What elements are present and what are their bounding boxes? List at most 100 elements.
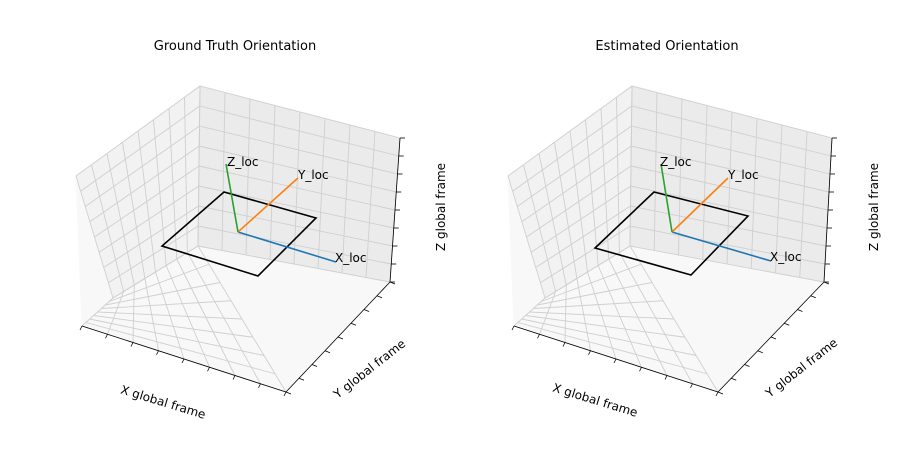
grid-line [629,245,719,393]
grid-line [585,119,599,266]
grid-line [507,85,633,177]
grid-line [618,252,693,384]
tick-mark [757,350,763,354]
grid-line [199,125,398,175]
grid-line [80,105,201,192]
vector-label-y: Y_loc [727,168,759,182]
grid-line [365,131,376,278]
tick-mark [156,350,159,355]
grid-line [516,125,632,207]
grid-line [176,258,236,376]
grid-line [197,85,201,247]
x-axis-label: X global frame [119,383,207,422]
orientation-plate [593,191,750,276]
subplot-title: Estimated Orientation [595,39,738,54]
grid-line [199,105,399,157]
grid-line [97,311,243,320]
subplot-ground-truth: Ground Truth Orientation X global frame … [75,39,448,422]
orientation-plate [160,191,318,277]
grid-line [197,245,287,393]
grid-line [317,118,326,269]
tick-mark [690,383,693,388]
tick-mark [130,342,134,347]
tick-mark [823,281,830,285]
tick-mark [298,377,305,381]
grid-line [75,85,201,177]
vector-label-x: X_loc [770,250,802,264]
grid-line [529,311,675,320]
tick-mark [311,364,318,367]
grid-line [105,282,221,306]
vector-label-z: Z_loc [660,155,692,169]
vector-z-loc [660,163,673,233]
tick-mark [350,322,357,326]
tick-mark [770,336,777,340]
tick-mark [731,377,737,381]
tick-mark [511,325,515,331]
grid-line [537,282,653,306]
tick-mark [784,322,790,326]
vector-x-loc [671,231,772,262]
grid-line [101,300,232,309]
tick-mark [207,367,210,372]
grid-line [198,165,396,211]
tick-mark [664,375,668,380]
tick-mark [613,358,617,364]
tick-mark [715,391,719,397]
z-axis-label: Z global frame [434,163,448,251]
tick-mark [283,391,287,397]
z-axis-label: Z global frame [867,163,881,251]
tick-mark [562,342,566,347]
x-axis-label: X global frame [551,381,639,420]
grid-line [533,300,664,309]
y-axis-label: Y global frame [330,337,408,402]
grid-line [108,263,210,302]
tick-mark [181,358,185,364]
tick-mark [363,309,370,312]
subplot-estimated: Estimated Orientation X global frame Y g… [507,39,881,420]
tick-mark [588,350,591,355]
tick-mark [337,336,344,340]
grid-line [94,165,200,238]
grid-line [631,145,830,193]
grid-line [89,145,200,223]
tick-mark [639,367,642,372]
vector-label-z: Z_loc [227,155,259,169]
grid-line [153,119,167,266]
tick-mark [376,295,383,299]
grid-line [631,105,832,157]
vector-y-loc [237,177,299,233]
grid-line [631,85,833,139]
grid-line [186,252,261,384]
grid-line [597,265,642,368]
vector-x-loc [237,231,337,263]
tick-mark [285,391,292,395]
tick-mark [389,281,396,285]
vector-label-x: X_loc [335,251,367,265]
grid-line [184,97,188,253]
tick-mark [537,334,540,339]
grid-line [630,165,829,211]
subplot-title: Ground Truth Orientation [154,39,316,54]
tick-mark [232,375,236,380]
grid-line [616,97,620,253]
tick-mark [797,309,803,312]
grid-line [629,85,633,247]
grid-line [199,145,397,193]
tick-mark [744,364,750,367]
vector-y-loc [671,177,729,233]
grid-line [165,265,210,368]
tick-mark [105,334,108,339]
tick-mark [717,391,724,395]
grid-line [112,245,199,299]
grid-line [199,85,401,139]
tick-mark [258,383,261,388]
grid-line [521,145,632,223]
grid-line [775,124,783,274]
grid-line [84,125,200,207]
grid-line [600,108,610,260]
grid-line [341,124,351,274]
grid-line [540,263,642,302]
